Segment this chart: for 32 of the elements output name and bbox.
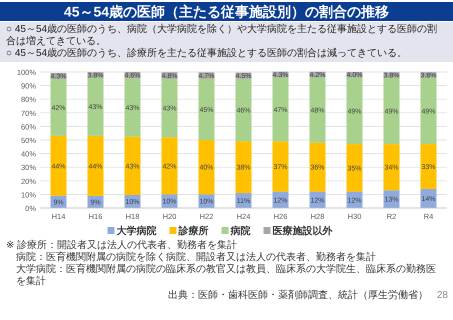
legend-label: 大学病院 bbox=[116, 225, 156, 237]
bar bbox=[124, 78, 140, 137]
bar bbox=[88, 136, 104, 196]
text: ※ 診療所：開設者又は法人の代表者、勤務者を集計 bbox=[6, 239, 238, 251]
bar bbox=[236, 141, 252, 194]
bar bbox=[272, 77, 288, 142]
bar bbox=[198, 140, 214, 194]
bar bbox=[162, 137, 178, 194]
legend-label: 医療施設以外 bbox=[272, 225, 334, 237]
bar bbox=[346, 144, 362, 192]
text: 28 bbox=[436, 290, 448, 301]
bar bbox=[346, 77, 362, 144]
bar bbox=[124, 136, 140, 195]
chart-title: 45～54歳の医師（主たる従事施設別）の割合の推移 bbox=[64, 4, 390, 20]
bar bbox=[50, 136, 66, 196]
bar bbox=[420, 144, 436, 189]
bar bbox=[236, 78, 252, 142]
bar bbox=[272, 141, 288, 192]
legend-label: 診療所 bbox=[178, 225, 208, 237]
bar bbox=[198, 78, 214, 140]
bar bbox=[310, 77, 326, 143]
bar bbox=[88, 77, 104, 136]
text: 病院：医育機関附属の病院を除く病院、開設者又は法人の代表者、勤務者を集計 bbox=[16, 251, 376, 263]
bar bbox=[162, 78, 178, 138]
bar bbox=[384, 144, 400, 190]
bar bbox=[420, 77, 436, 144]
source-note: 出典：医師・歯科医師・薬剤師調査、統計（厚生労働省） bbox=[168, 289, 428, 301]
bar bbox=[50, 78, 66, 136]
bar bbox=[384, 77, 400, 144]
bar bbox=[310, 142, 326, 192]
text: 大学病院：医育機関附属の病院の臨床系の教官又は教員、臨床系の大学院生、臨床系の勤務医を集計 bbox=[16, 263, 436, 287]
legend-label: 病院 bbox=[230, 225, 250, 237]
